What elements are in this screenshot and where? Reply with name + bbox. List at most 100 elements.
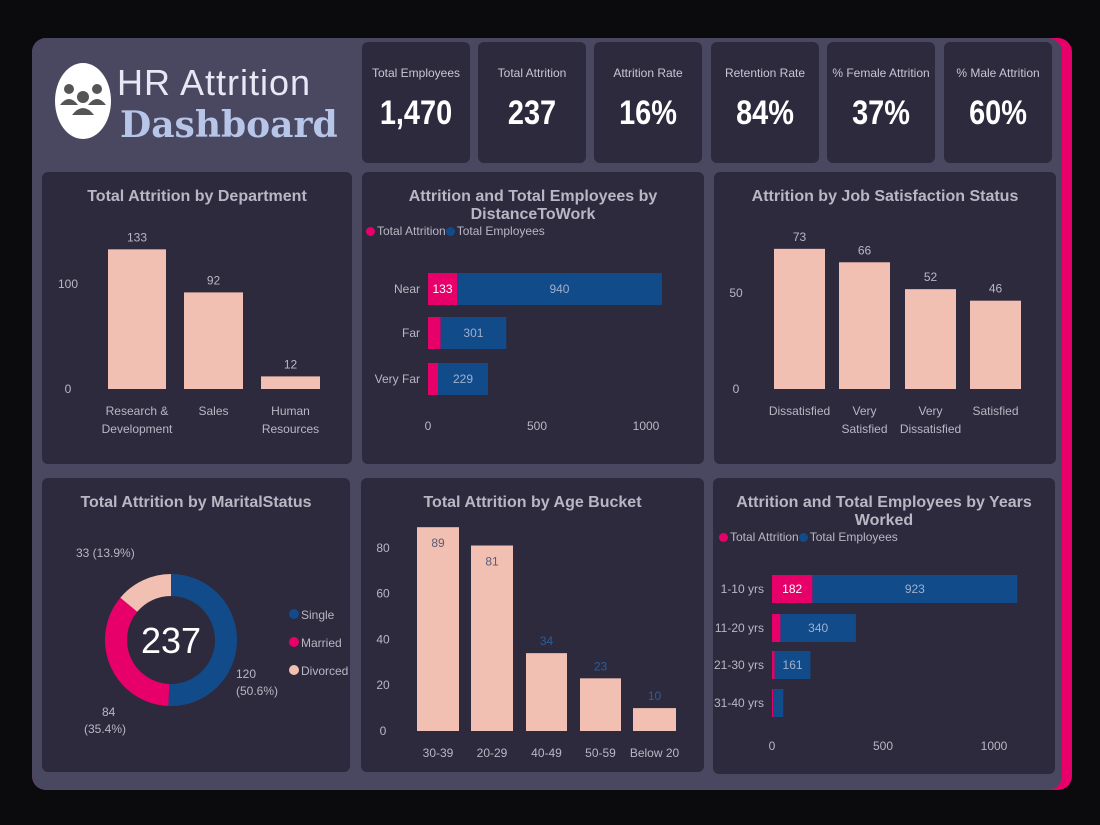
category-label: 30-39	[423, 746, 454, 760]
y-tick-label: 40	[376, 632, 390, 646]
donut-center-value: 237	[141, 620, 201, 661]
kpi-label: Total Employees	[371, 66, 461, 80]
data-label: 52	[924, 270, 938, 284]
legend-item[interactable]: Total Employees	[445, 224, 545, 238]
bar[interactable]	[261, 376, 320, 389]
category-label: 1-10 yrs	[721, 582, 764, 596]
donut-slice[interactable]	[120, 574, 172, 613]
bar-segment[interactable]	[428, 273, 457, 305]
x-tick-label: 1000	[981, 739, 1008, 753]
y-tick-label: 80	[376, 541, 390, 555]
data-label: 73	[793, 230, 807, 244]
legend-item[interactable]: Total Attrition	[366, 224, 446, 238]
y-tick-label: 20	[376, 678, 390, 692]
bar[interactable]	[774, 248, 825, 389]
chart-years: 0 500 1000 1-10 yrs 182 923 11-20 yrs 340 21-30 …	[714, 575, 1018, 753]
x-tick-label: 0	[769, 739, 776, 753]
kpi-card: Attrition Rate 16%	[594, 42, 702, 163]
data-label: 133	[432, 282, 452, 296]
bar[interactable]	[580, 678, 621, 731]
data-label: 940	[549, 282, 569, 296]
category-label: Dissatisfied	[769, 404, 830, 418]
kpi-label: % Female Attrition	[832, 66, 930, 80]
bar-segment[interactable]	[780, 614, 856, 642]
y-tick-label: 0	[733, 382, 740, 396]
bar[interactable]	[970, 300, 1021, 389]
bar[interactable]	[108, 249, 166, 389]
chart-title: Attrition and Total Employees by Distanc…	[408, 188, 658, 223]
chart-panel-distance: Attrition and Total Employees by Distanc…	[362, 172, 704, 464]
bar-segment[interactable]	[428, 317, 441, 349]
bar-segment[interactable]	[438, 363, 488, 395]
kpi-value: 37%	[852, 94, 910, 132]
bar[interactable]	[839, 262, 890, 389]
app-subtitle: Dashboard	[120, 104, 338, 146]
data-label: 340	[808, 621, 828, 635]
category-label: Resources	[262, 422, 319, 436]
kpi-value: 237	[507, 94, 557, 132]
donut-slice[interactable]	[105, 597, 170, 706]
data-label: 923	[905, 582, 925, 596]
data-label: 12	[284, 357, 298, 371]
chart-title: Attrition and Total Employees by Years W…	[736, 494, 1032, 529]
category-label: Very	[852, 404, 876, 418]
category-label: 21-30 yrs	[714, 658, 764, 672]
bar-segment[interactable]	[812, 575, 1018, 603]
legend-label: Divorced	[301, 664, 348, 678]
category-label: 31-40 yrs	[714, 696, 764, 710]
y-tick-label: 60	[376, 587, 390, 601]
kpi-card: % Female Attrition 37%	[827, 42, 935, 163]
bar[interactable]	[417, 527, 459, 731]
data-label: 161	[783, 658, 803, 672]
bar-segment[interactable]	[772, 614, 781, 642]
data-label: 10	[648, 689, 662, 703]
bar[interactable]	[471, 545, 513, 731]
legend-label: Married	[301, 636, 342, 650]
kpi-card: % Male Attrition 60%	[944, 42, 1052, 163]
bar-segment[interactable]	[456, 273, 662, 305]
bar-segment[interactable]	[428, 363, 439, 395]
chart-title: Attrition by Job Satisfaction Status	[751, 188, 1019, 205]
bar-segment[interactable]	[440, 317, 507, 349]
category-label: Below 20	[630, 746, 680, 760]
category-label: Sales	[198, 404, 228, 418]
legend-label: Single	[301, 608, 335, 622]
bar[interactable]	[184, 292, 243, 389]
bar[interactable]	[905, 289, 956, 389]
kpi-card: Total Employees 1,470	[362, 42, 470, 163]
bar-segment[interactable]	[774, 651, 811, 679]
category-label: Satisfied	[841, 422, 887, 436]
legend-dot-icon	[719, 533, 728, 542]
bar-segment[interactable]	[772, 651, 775, 679]
bar-segment[interactable]	[772, 575, 813, 603]
category-label: 50-59	[585, 746, 616, 760]
legend-item[interactable]: Total Attrition	[719, 530, 799, 544]
category-label: Very	[918, 404, 942, 418]
bar[interactable]	[526, 653, 567, 731]
data-label: 301	[463, 326, 483, 340]
x-tick-label: 1000	[633, 419, 660, 433]
kpi-label: Retention Rate	[724, 66, 806, 80]
category-label: 20-29	[477, 746, 508, 760]
data-label: 66	[858, 243, 872, 257]
chart-panel-age: Total Attrition by Age Bucket 0 20 40 60 80 89…	[361, 478, 704, 772]
category-label: Very Far	[375, 372, 420, 386]
legend-item[interactable]: Total Employees	[798, 530, 898, 544]
y-tick-label: 0	[65, 382, 72, 396]
category-label: Satisfied	[972, 404, 1018, 418]
donut-slice[interactable]	[168, 574, 237, 706]
kpi-value: 16%	[619, 94, 677, 132]
category-label: Human	[271, 404, 310, 418]
bar-segment[interactable]	[772, 689, 774, 717]
chart-panel-dept: Total Attrition by Department 0 100 133 Rese…	[42, 172, 352, 464]
kpi-label: Total Attrition	[497, 66, 567, 80]
chart-distance: 0 500 1000 Near 133 940 Far 301 Very Far 229	[375, 273, 662, 433]
kpi-value: 1,470	[379, 94, 453, 132]
chart-panel-marital: Total Attrition by MaritalStatus 237 120 (5…	[42, 478, 350, 772]
bar[interactable]	[633, 708, 676, 731]
legend-label: Total Attrition	[377, 224, 446, 238]
data-label: 46	[989, 282, 1003, 296]
kpi-card: Retention Rate 84%	[711, 42, 819, 163]
bar-segment[interactable]	[773, 689, 784, 717]
legend-label: Total Employees	[809, 530, 898, 544]
